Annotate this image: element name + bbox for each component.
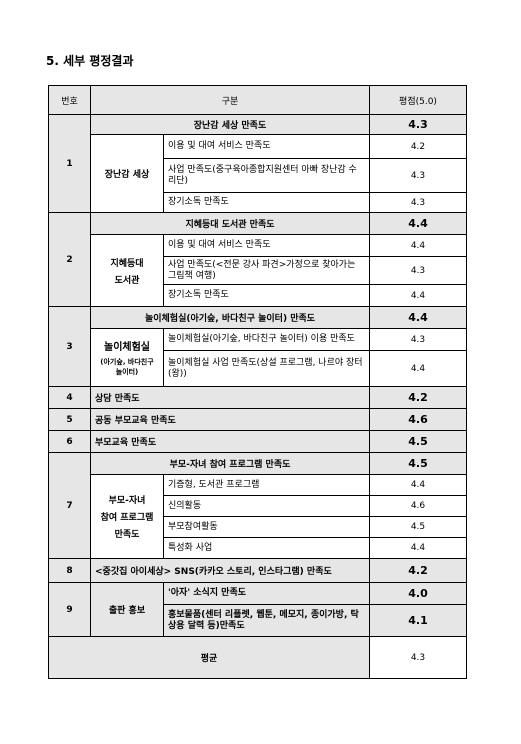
average-row: 평균 4.3 [48, 636, 467, 679]
item-label: 사업 만족도(<전문 강사 파견>가정으로 찾아가는 그림책 여행) [163, 256, 370, 285]
item-label: 놀이체험실(아기숲, 바다친구 놀이터) 이용 만족도 [163, 328, 370, 351]
group-label-line: 도서관 [114, 275, 140, 286]
item-label: 이용 및 대여 서비스 만족도 [163, 134, 370, 159]
table-row: 놀이체험실 (아기숲, 바다친구 놀이터) 놀이체험실(아기숲, 바다친구 놀이… [49, 328, 467, 387]
item-score: 4.4 [369, 350, 467, 387]
table-row: 신의활동 4.6 [49, 495, 467, 517]
section-score: 4.4 [369, 306, 467, 329]
item-score: 4.3 [369, 256, 467, 285]
group-label: 부모-자녀 참여 프로그램 만족도 [90, 474, 164, 559]
table-row: 놀이체험실 사업 만족도(상설 프로그램, 나르야 장터(왕)) 4.4 [49, 350, 467, 387]
header-num: 번호 [48, 85, 91, 115]
row-num: 1 [48, 114, 91, 213]
section-title: 부모-자녀 참여 프로그램 만족도 [90, 452, 370, 475]
group-label: 지혜등대 도서관 [90, 234, 164, 307]
table-row: 9 출판 홍보 '아자' 소식지 만족도 4.0 [48, 582, 467, 637]
row-num: 3 [48, 306, 91, 387]
section-title: <중갓집 아이세상> SNS(카카오 스토리, 인스타그램) 만족도 [90, 558, 370, 583]
table-row: 6 부모교육 만족도 4.5 [48, 430, 467, 453]
group-label-line: (아기숲, 바다친구 [100, 358, 154, 366]
table-row: 사업 만족도(<전문 강사 파견>가정으로 찾아가는 그림책 여행) 4.3 [49, 256, 467, 285]
section-title: 부모교육 만족도 [90, 430, 370, 453]
average-score: 4.3 [369, 636, 467, 679]
table-header-row: 번호 구분 평점(5.0) [48, 85, 467, 115]
item-label: 기증형, 도서관 프로그램 [163, 474, 370, 496]
section-title: 장난감 세상 만족도 [90, 114, 370, 135]
item-score: 4.3 [369, 328, 467, 351]
item-score: 4.6 [369, 495, 467, 517]
item-label: 부모참여활동 [163, 516, 370, 538]
row-num: 4 [48, 386, 91, 409]
average-label: 평균 [48, 636, 370, 679]
group-label: 놀이체험실 (아기숲, 바다친구 놀이터) [90, 328, 164, 387]
row-num: 9 [48, 582, 91, 637]
table-row: 4 상담 만족도 4.2 [48, 386, 467, 409]
item-score: 4.5 [369, 516, 467, 538]
item-score: 4.1 [369, 604, 467, 637]
item-label: 장기소독 만족도 [163, 284, 370, 307]
item-label: 이용 및 대여 서비스 만족도 [163, 234, 370, 257]
row-num: 6 [48, 430, 91, 453]
table-row: 사업 만족도(중구육아종합지원센터 아빠 장난감 수리단) 4.3 [49, 158, 467, 193]
table-row: 지혜등대 도서관 이용 및 대여 서비스 만족도 4.4 [49, 234, 467, 307]
table-row: 장난감 세상 이용 및 대여 서비스 만족도 4.2 [49, 134, 467, 213]
group-label: 장난감 세상 [90, 134, 164, 213]
table-row: 홍보물품(센터 리플렛, 웹툰, 메모지, 종이가방, 탁상용 달력 등)만족도… [49, 604, 467, 637]
table-row: 2 지혜등대 도서관 만족도 4.4 [48, 212, 467, 307]
group-label-line: 지혜등대 [110, 258, 144, 269]
header-category: 구분 [90, 85, 370, 115]
page-heading: 5. 세부 평정결과 [46, 54, 134, 68]
table-row: 부모참여활동 4.5 [49, 516, 467, 538]
section-score: 4.3 [369, 114, 467, 135]
item-score: 4.3 [369, 158, 467, 193]
section-score: 4.2 [369, 558, 467, 583]
table-row: 3 놀이체험실(아기숲, 바다친구 놀이터) 만족도 4.4 [48, 306, 467, 387]
group-label-line: 참여 프로그램 [100, 513, 154, 523]
item-score: 4.3 [369, 192, 467, 213]
group-label: 출판 홍보 [90, 582, 164, 637]
table-row: 부모-자녀 참여 프로그램 만족도 기증형, 도서관 프로그램 4.4 [49, 474, 467, 559]
group-label-line: 놀이터) [115, 368, 139, 376]
group-label-line: 부모-자녀 [108, 496, 146, 506]
table-row: 7 부모-자녀 참여 프로그램 만족도 4.5 [48, 452, 467, 559]
table-row: 8 <중갓집 아이세상> SNS(카카오 스토리, 인스타그램) 만족도 4.2 [48, 558, 467, 583]
item-label: '아자' 소식지 만족도 [163, 582, 370, 605]
item-score: 4.4 [369, 284, 467, 307]
item-score: 4.2 [369, 134, 467, 159]
row-num: 8 [48, 558, 91, 583]
evaluation-table: 번호 구분 평점(5.0) 1 장난감 세상 만족도 4.3 장난감 세상 이용… [48, 85, 467, 679]
row-num: 5 [48, 408, 91, 431]
row-num: 2 [48, 212, 91, 307]
item-label: 홍보물품(센터 리플렛, 웹툰, 메모지, 종이가방, 탁상용 달력 등)만족도 [163, 604, 370, 637]
section-score: 4.2 [369, 386, 467, 409]
section-title: 공동 부모교육 만족도 [90, 408, 370, 431]
header-score: 평점(5.0) [369, 85, 467, 115]
item-score: 4.4 [369, 474, 467, 496]
item-label: 신의활동 [163, 495, 370, 517]
item-label: 사업 만족도(중구육아종합지원센터 아빠 장난감 수리단) [163, 158, 370, 193]
section-title: 상담 만족도 [90, 386, 370, 409]
section-score: 4.4 [369, 212, 467, 235]
section-title: 지혜등대 도서관 만족도 [90, 212, 370, 235]
item-score: 4.4 [369, 234, 467, 257]
item-score: 4.0 [369, 582, 467, 605]
section-score: 4.5 [369, 430, 467, 453]
table-row: 5 공동 부모교육 만족도 4.6 [48, 408, 467, 431]
item-label: 장기소독 만족도 [163, 192, 370, 213]
section-score: 4.6 [369, 408, 467, 431]
item-label: 놀이체험실 사업 만족도(상설 프로그램, 나르야 장터(왕)) [163, 350, 370, 387]
group-label-line: 만족도 [114, 530, 140, 540]
item-score: 4.4 [369, 537, 467, 559]
group-label-line: 놀이체험실 [104, 342, 150, 353]
table-row: 1 장난감 세상 만족도 4.3 [48, 114, 467, 213]
section-title: 놀이체험실(아기숲, 바다친구 놀이터) 만족도 [90, 306, 370, 329]
item-label: 특성화 사업 [163, 537, 370, 559]
row-num: 7 [48, 452, 91, 559]
table-row: 특성화 사업 4.4 [49, 537, 467, 559]
section-score: 4.5 [369, 452, 467, 475]
